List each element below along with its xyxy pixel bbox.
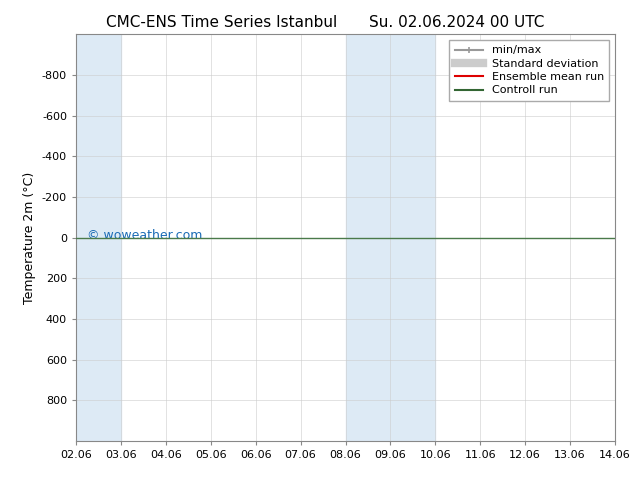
Bar [391,34,436,441]
Y-axis label: Temperature 2m (°C): Temperature 2m (°C) [23,172,36,304]
Legend: min/max, Standard deviation, Ensemble mean run, Controll run: min/max, Standard deviation, Ensemble me… [450,40,609,101]
Text: Su. 02.06.2024 00 UTC: Su. 02.06.2024 00 UTC [369,15,544,30]
Bar [346,34,391,441]
Text: © woweather.com: © woweather.com [87,229,202,242]
Bar [76,34,121,441]
Text: CMC-ENS Time Series Istanbul: CMC-ENS Time Series Istanbul [107,15,337,30]
